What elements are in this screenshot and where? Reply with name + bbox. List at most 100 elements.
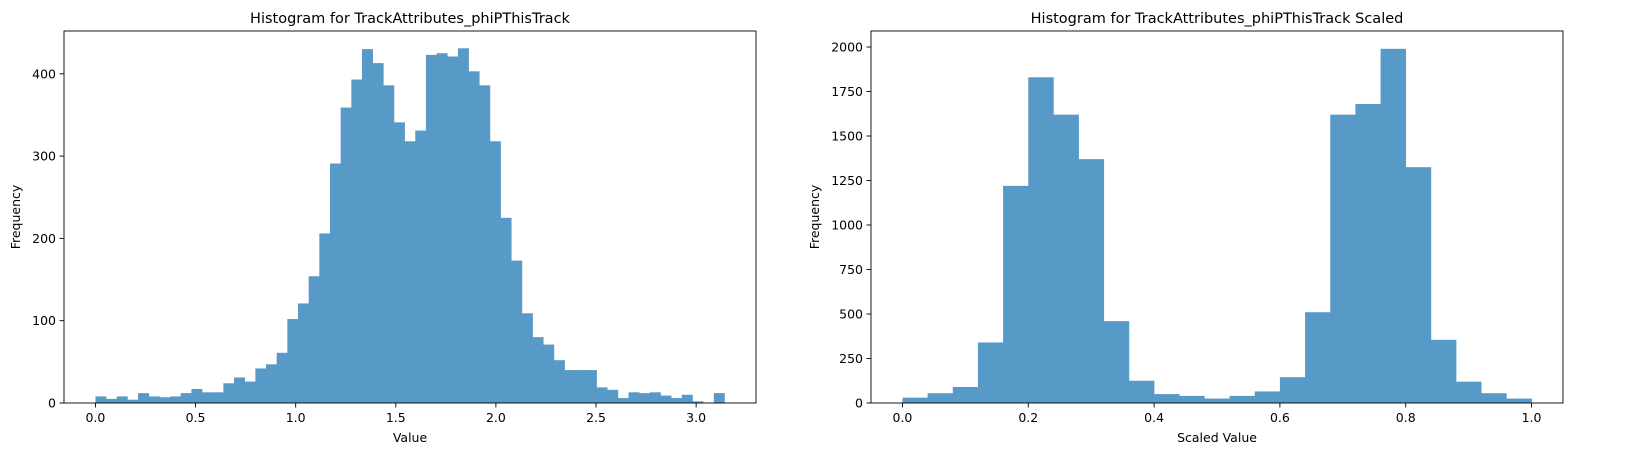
y-tick-label: 0 [855,396,863,411]
histogram-bar [681,394,693,403]
histogram-bar [372,63,384,403]
histogram-bar [361,49,373,403]
histogram-bar [351,79,363,403]
histogram-bar [1003,185,1029,403]
histogram-bar [212,392,224,403]
histogram-bar [660,395,672,403]
histogram-bar [191,389,203,403]
y-tick-label: 100 [32,313,56,328]
histogram-bar [106,398,118,403]
histogram-bar [500,217,512,403]
histogram-bar [1128,380,1155,403]
histogram-bar [1481,393,1507,403]
histogram-bar [244,381,256,403]
histogram-bar [138,393,150,403]
histogram-bar [1229,395,1256,403]
x-tick-label: 2.5 [586,410,606,425]
histogram-bar [329,163,341,403]
y-tick-label: 1750 [831,84,863,99]
x-tick-label: 1.0 [1522,410,1542,425]
x-tick-label: 2.0 [486,410,506,425]
histogram-bar [628,392,640,403]
histogram-bar [1456,381,1482,403]
histogram-bar [234,377,246,403]
y-tick-label: 1500 [831,129,863,144]
histogram-bar [1380,48,1407,403]
x-tick-label: 0.8 [1396,410,1416,425]
y-axis-label: Frequency [8,184,23,249]
histogram-bar [436,53,448,403]
histogram-bar [159,397,171,403]
histogram-bar [532,337,544,403]
histogram-bar [1430,339,1457,403]
histogram-bar [575,370,587,403]
y-tick-label: 250 [839,351,863,366]
histogram-bar [1355,103,1381,403]
histogram-bar [415,130,427,403]
histogram-bar [447,56,459,403]
y-tick-label: 200 [32,231,56,246]
histogram-bar [511,260,523,403]
histogram-bar [308,276,320,403]
histogram-bar [902,397,928,403]
y-axis-label: Frequency [807,184,822,249]
chart-title: Histogram for TrackAttributes_phiPThisTr… [1031,11,1404,27]
histogram-bar [298,303,309,403]
x-tick-label: 1.0 [286,410,306,425]
histogram-bar [671,398,683,403]
histogram-bar [649,392,661,403]
x-axis-label: Value [393,430,428,445]
x-tick-label: 1.5 [386,410,406,425]
histogram-bar [1179,395,1205,403]
histogram-bar [127,399,139,403]
histogram-bar [202,392,214,403]
histogram-bar [1506,398,1532,403]
histogram-bar [1405,167,1432,403]
histogram-bar [148,396,160,403]
y-tick-label: 300 [32,149,56,164]
histogram-bar [564,370,576,403]
histogram-bar [543,344,555,403]
histogram-bar [617,398,629,403]
y-tick-label: 1250 [831,173,863,188]
histogram-bar [607,389,619,403]
histogram-bar [1279,377,1306,403]
histogram-bar [1028,77,1054,403]
histogram-bar [585,370,597,403]
histogram-bar [927,393,954,403]
y-tick-label: 750 [839,262,863,277]
histogram-bar [393,122,405,404]
x-tick-label: 0.5 [186,410,206,425]
histogram-bar [639,393,651,403]
histogram-bar [116,396,128,403]
histogram-bar [1305,312,1331,403]
histogram-bar [952,386,979,403]
histogram-bar [276,352,288,403]
y-tick-label: 0 [48,396,56,411]
x-tick-label: 3.0 [686,410,706,425]
histogram-bar [1330,114,1356,403]
histogram-bar [319,233,331,403]
histogram-bar [713,393,725,403]
histogram-bar [223,383,235,403]
histogram-bar [553,360,565,403]
histogram-bar [340,107,352,403]
histogram-bar [1103,321,1130,403]
x-tick-label: 0.2 [1018,410,1038,425]
chart-title: Histogram for TrackAttributes_phiPThisTr… [250,11,570,27]
histogram-bar [266,364,277,403]
histogram-bar [479,85,491,404]
histogram-bar [180,393,192,403]
histogram-bar [1053,114,1079,403]
histogram-bar [457,48,469,404]
histogram-bar [1254,391,1281,403]
x-axis-label: Scaled Value [1177,430,1257,445]
histogram-bar [692,401,704,403]
y-tick-label: 500 [839,307,863,322]
x-tick-label: 0.6 [1270,410,1290,425]
y-tick-label: 400 [32,66,56,81]
histogram-bar [977,342,1004,403]
y-tick-label: 2000 [831,40,863,55]
histogram-bar [1078,159,1105,403]
axes-frame [870,30,1564,404]
